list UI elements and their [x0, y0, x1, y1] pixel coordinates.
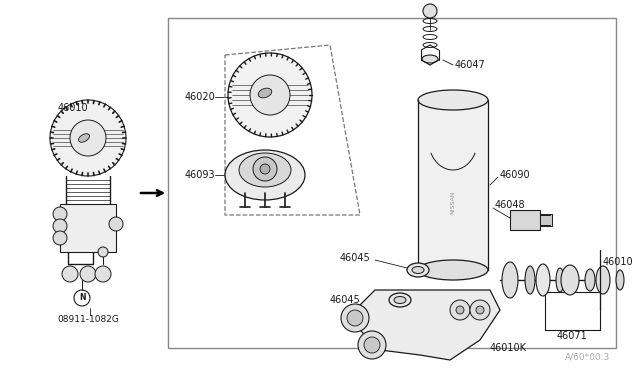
Ellipse shape: [556, 268, 564, 292]
Circle shape: [476, 306, 484, 314]
Polygon shape: [355, 290, 500, 360]
Circle shape: [98, 247, 108, 257]
Bar: [540, 214, 552, 226]
Text: N: N: [79, 294, 85, 302]
Text: 46071: 46071: [557, 331, 588, 341]
Circle shape: [228, 53, 312, 137]
Circle shape: [70, 120, 106, 156]
Ellipse shape: [389, 293, 411, 307]
Circle shape: [450, 300, 470, 320]
Ellipse shape: [502, 262, 518, 298]
Ellipse shape: [422, 55, 438, 63]
Circle shape: [341, 304, 369, 332]
Circle shape: [109, 217, 123, 231]
Text: NISSAN: NISSAN: [451, 190, 456, 214]
Circle shape: [53, 219, 67, 233]
Circle shape: [62, 266, 78, 282]
Ellipse shape: [616, 270, 624, 290]
Ellipse shape: [407, 263, 429, 277]
Circle shape: [50, 100, 126, 176]
Ellipse shape: [536, 264, 550, 296]
Text: 46010: 46010: [603, 257, 634, 267]
Ellipse shape: [596, 266, 610, 294]
Text: A/60*00:3: A/60*00:3: [564, 353, 610, 362]
Circle shape: [470, 300, 490, 320]
Text: 46020: 46020: [185, 92, 216, 102]
Text: 46047: 46047: [455, 60, 486, 70]
Ellipse shape: [225, 150, 305, 200]
Text: 46093: 46093: [185, 170, 216, 180]
Circle shape: [80, 266, 96, 282]
Circle shape: [260, 164, 270, 174]
Text: 08911-1082G: 08911-1082G: [57, 315, 119, 324]
Ellipse shape: [412, 266, 424, 273]
Text: 46045: 46045: [340, 253, 371, 263]
Ellipse shape: [394, 296, 406, 304]
Bar: [60, 204, 116, 252]
Ellipse shape: [585, 269, 595, 291]
Ellipse shape: [79, 134, 90, 142]
Circle shape: [423, 4, 437, 18]
Ellipse shape: [525, 266, 535, 294]
Ellipse shape: [561, 265, 579, 295]
Ellipse shape: [259, 88, 272, 98]
Text: 46010: 46010: [58, 103, 88, 113]
Circle shape: [456, 306, 464, 314]
Circle shape: [95, 266, 111, 282]
Circle shape: [53, 231, 67, 245]
Circle shape: [253, 157, 277, 181]
Ellipse shape: [418, 260, 488, 280]
Circle shape: [53, 207, 67, 221]
Text: 46045: 46045: [330, 295, 361, 305]
Text: 46048: 46048: [495, 200, 525, 210]
Bar: [418, 100, 488, 270]
Bar: [510, 210, 540, 230]
Circle shape: [358, 331, 386, 359]
Circle shape: [364, 337, 380, 353]
Circle shape: [250, 75, 290, 115]
Ellipse shape: [239, 153, 291, 187]
Ellipse shape: [418, 90, 488, 110]
Circle shape: [347, 310, 363, 326]
Text: 46010K: 46010K: [490, 343, 527, 353]
Bar: [168, 18, 616, 348]
Text: 46090: 46090: [500, 170, 531, 180]
